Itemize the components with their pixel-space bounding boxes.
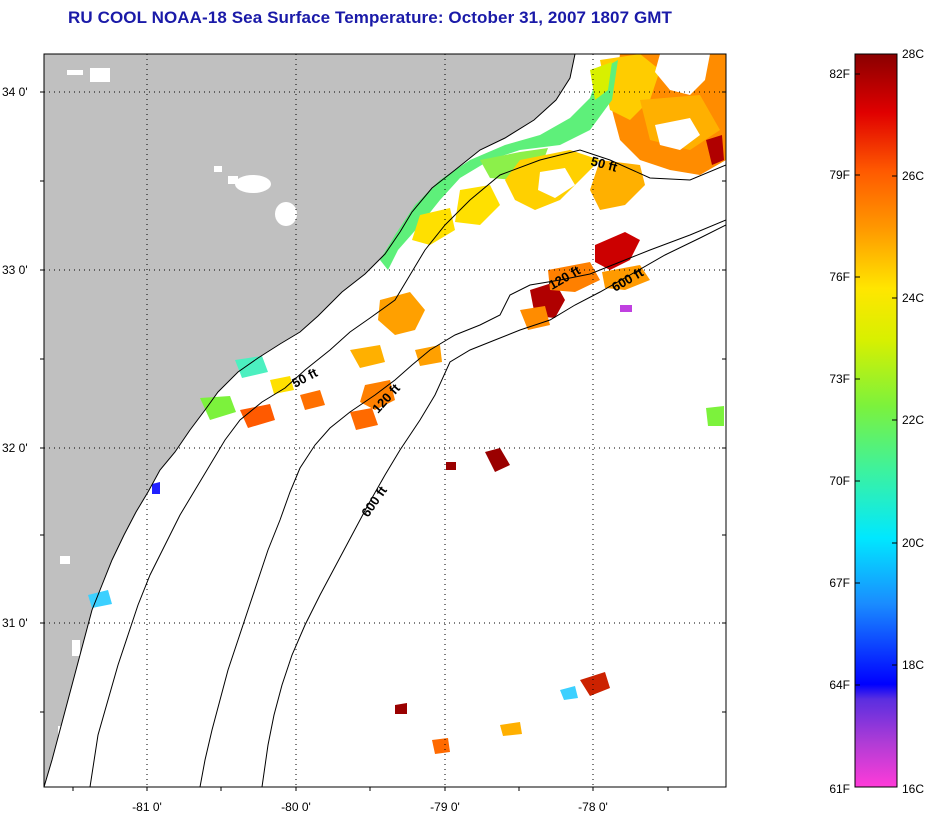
colorbar-c-26: 26C: [902, 169, 924, 183]
colorbar-c-24: 24C: [902, 291, 924, 305]
lat-label-33: 33 0': [2, 263, 28, 277]
coastline: [44, 54, 576, 787]
colorbar-c-16: 16C: [902, 782, 924, 796]
colorbar-f-79: 79F: [829, 168, 850, 182]
lon-label-78: -78 0': [578, 800, 608, 814]
isobath-50ft: [89, 149, 726, 787]
colorbar-f-64: 64F: [829, 678, 850, 692]
inland-water: [58, 68, 297, 736]
isobath-600ft: [261, 224, 726, 787]
land-mass: [44, 54, 575, 787]
temperature-colorbar: 82F 79F 76F 73F 70F 67F 64F 61F 28C 26C …: [829, 47, 924, 796]
lon-label-80: -80 0': [281, 800, 311, 814]
lon-label-81: -81 0': [132, 800, 162, 814]
colorbar-f-76: 76F: [829, 270, 850, 284]
colorbar-f-82: 82F: [829, 67, 850, 81]
colorbar-f-73: 73F: [829, 372, 850, 386]
map-ticks: [40, 91, 726, 791]
colorbar-c-18: 18C: [902, 658, 924, 672]
isobath-120ft: [199, 219, 726, 787]
colorbar-c-20: 20C: [902, 536, 924, 550]
colorbar-f-61: 61F: [829, 782, 850, 796]
colorbar-f-67: 67F: [829, 576, 850, 590]
sst-coverage: [88, 54, 726, 754]
colorbar-c-22: 22C: [902, 413, 924, 427]
lon-label-79: -79 0': [430, 800, 460, 814]
contour-label-50ft-north: 50 ft: [589, 153, 619, 175]
lat-label-32: 32 0': [2, 441, 28, 455]
map-title: RU COOL NOAA-18 Sea Surface Temperature:…: [68, 8, 673, 27]
colorbar-gradient: [854, 53, 898, 788]
map-frame: [43, 53, 727, 788]
graticule: [44, 54, 726, 787]
colorbar-f-70: 70F: [829, 474, 850, 488]
lat-label-31: 31 0': [2, 616, 28, 630]
colorbar-c-28: 28C: [902, 47, 924, 61]
lat-label-34: 34 0': [2, 85, 28, 99]
